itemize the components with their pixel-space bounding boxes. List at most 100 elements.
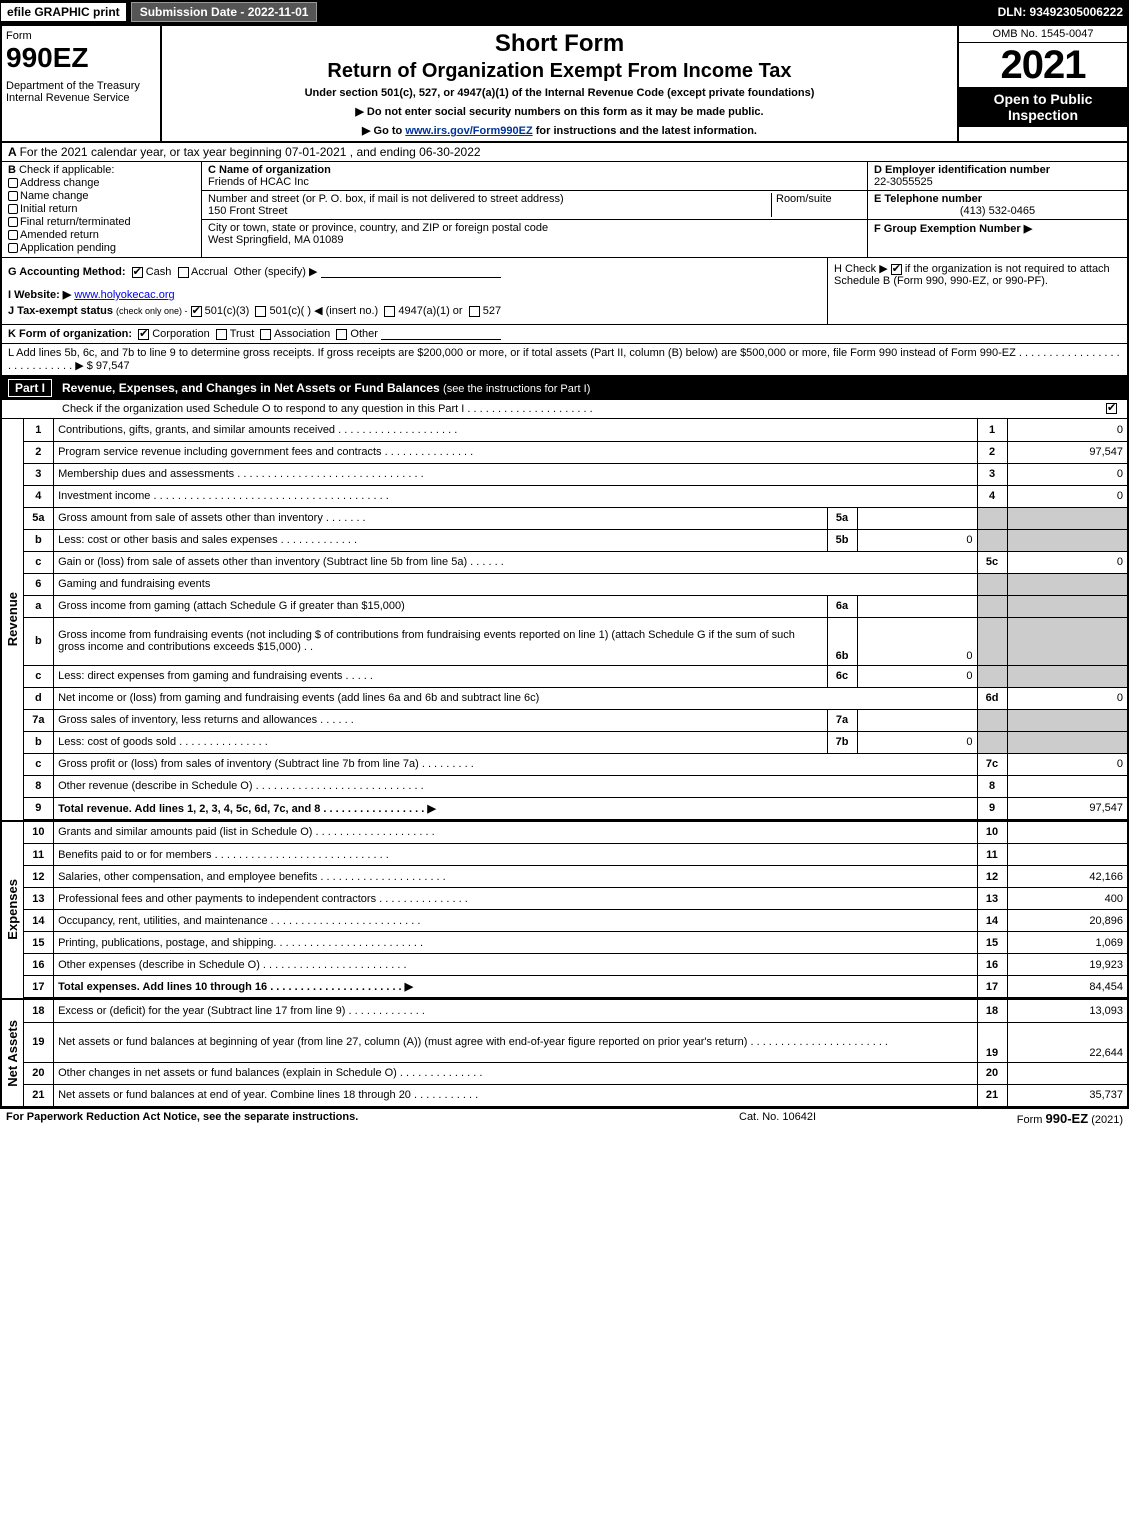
submission-date-button[interactable]: Submission Date - 2022-11-01 — [131, 2, 318, 22]
chk-name-change[interactable]: Name change — [8, 190, 195, 202]
chk-501c3[interactable] — [191, 306, 202, 317]
k-trust: Trust — [230, 328, 255, 340]
row-13: 13Professional fees and other payments t… — [24, 888, 1127, 910]
irs-link[interactable]: www.irs.gov/Form990EZ — [405, 125, 532, 137]
chk-final-return[interactable]: Final return/terminated — [8, 216, 195, 228]
row-2: 2Program service revenue including gover… — [24, 441, 1127, 463]
section-bcd: B Check if applicable: Address change Na… — [2, 162, 1127, 258]
chk-application-pending[interactable]: Application pending — [8, 242, 195, 254]
chk-trust[interactable] — [216, 329, 227, 340]
g-other: Other (specify) ▶ — [234, 266, 318, 278]
form-container: Form 990EZ Department of the Treasury In… — [0, 24, 1129, 1108]
row-11: 11Benefits paid to or for members . . . … — [24, 844, 1127, 866]
i-label: I Website: ▶ — [8, 289, 71, 301]
omb-number: OMB No. 1545-0047 — [959, 26, 1127, 43]
header-right: OMB No. 1545-0047 2021 Open to Public In… — [957, 26, 1127, 141]
expenses-section: Expenses 10Grants and similar amounts pa… — [2, 822, 1127, 1001]
row-5a: 5aGross amount from sale of assets other… — [24, 507, 1127, 529]
form-title: Return of Organization Exempt From Incom… — [170, 60, 949, 83]
g-other-input[interactable] — [321, 266, 501, 278]
c-addr-value: 150 Front Street — [208, 205, 771, 217]
chk-527[interactable] — [469, 306, 480, 317]
footer-formref: Form 990-EZ (2021) — [1017, 1111, 1123, 1126]
note-goto: ▶ Go to www.irs.gov/Form990EZ for instru… — [170, 124, 949, 137]
part1-header: Part I Revenue, Expenses, and Changes in… — [2, 376, 1127, 400]
chk-other-org[interactable] — [336, 329, 347, 340]
f-group: F Group Exemption Number ▶ — [868, 220, 1127, 257]
chk-part1-scho[interactable] — [1106, 403, 1117, 414]
row-16: 16Other expenses (describe in Schedule O… — [24, 954, 1127, 976]
footer-paperwork: For Paperwork Reduction Act Notice, see … — [6, 1111, 358, 1126]
short-form-title: Short Form — [170, 30, 949, 58]
dept-label: Department of the Treasury Internal Reve… — [6, 80, 156, 104]
c-city-value: West Springfield, MA 01089 — [208, 234, 548, 246]
k-assoc: Association — [274, 328, 330, 340]
row-12: 12Salaries, other compensation, and empl… — [24, 866, 1127, 888]
chk-4947[interactable] — [384, 306, 395, 317]
e-phone: E Telephone number (413) 532-0465 — [868, 191, 1127, 220]
row-7c: cGross profit or (loss) from sales of in… — [24, 753, 1127, 775]
j-501c: 501(c)( ) ◀ (insert no.) — [269, 305, 378, 317]
part1-check-row: Check if the organization used Schedule … — [2, 400, 1127, 419]
row-20: 20Other changes in net assets or fund ba… — [24, 1062, 1127, 1084]
h-col: H Check ▶ if the organization is not req… — [827, 258, 1127, 324]
g-accrual: Accrual — [191, 266, 228, 278]
row-4: 4Investment income . . . . . . . . . . .… — [24, 485, 1127, 507]
k-other-input[interactable] — [381, 328, 501, 340]
chk-assoc[interactable] — [260, 329, 271, 340]
c-addr-label: Number and street (or P. O. box, if mail… — [208, 193, 771, 205]
row-19: 19Net assets or fund balances at beginni… — [24, 1022, 1127, 1062]
row-21: 21Net assets or fund balances at end of … — [24, 1084, 1127, 1106]
c-room-label: Room/suite — [776, 193, 861, 205]
row-17: 17Total expenses. Add lines 10 through 1… — [24, 976, 1127, 998]
g-label: G Accounting Method: — [8, 266, 126, 278]
chk-initial-return[interactable]: Initial return — [8, 203, 195, 215]
part1-label: Part I — [8, 379, 52, 397]
g-cash: Cash — [146, 266, 172, 278]
row-1: 1Contributions, gifts, grants, and simil… — [24, 419, 1127, 441]
chk-501c[interactable] — [255, 306, 266, 317]
row-5b: bLess: cost or other basis and sales exp… — [24, 529, 1127, 551]
expenses-table: 10Grants and similar amounts paid (list … — [24, 822, 1127, 999]
c-name-label: C Name of organization — [208, 164, 861, 176]
revenue-vert-label: Revenue — [2, 419, 24, 820]
c-city-row: City or town, state or province, country… — [202, 220, 867, 257]
row-5c: cGain or (loss) from sale of assets othe… — [24, 551, 1127, 573]
form-header: Form 990EZ Department of the Treasury In… — [2, 26, 1127, 143]
website-link[interactable]: www.holyokecac.org — [74, 289, 174, 301]
top-bar: efile GRAPHIC print Submission Date - 20… — [0, 0, 1129, 24]
row-15: 15Printing, publications, postage, and s… — [24, 932, 1127, 954]
col-b: B Check if applicable: Address change Na… — [2, 162, 202, 257]
row-10: 10Grants and similar amounts paid (list … — [24, 822, 1127, 844]
chk-accrual[interactable] — [178, 267, 189, 278]
part1-check-text: Check if the organization used Schedule … — [62, 403, 593, 415]
netassets-section: Net Assets 18Excess or (deficit) for the… — [2, 1000, 1127, 1106]
j-501c3: 501(c)(3) — [205, 305, 250, 317]
chk-cash[interactable] — [132, 267, 143, 278]
c-addr-row: Number and street (or P. O. box, if mail… — [202, 191, 867, 220]
d-value: 22-3055525 — [874, 176, 933, 188]
under-section: Under section 501(c), 527, or 4947(a)(1)… — [170, 87, 949, 99]
f-label: F Group Exemption Number ▶ — [874, 223, 1032, 235]
line-l: L Add lines 5b, 6c, and 7b to line 9 to … — [2, 344, 1127, 376]
col-def: D Employer identification number 22-3055… — [867, 162, 1127, 257]
chk-amended-return[interactable]: Amended return — [8, 229, 195, 241]
goto-prefix: ▶ Go to — [362, 125, 405, 137]
row-8: 8Other revenue (describe in Schedule O) … — [24, 775, 1127, 797]
h-prefix: H Check ▶ — [834, 263, 891, 275]
revenue-table: 1Contributions, gifts, grants, and simil… — [24, 419, 1127, 820]
e-value: (413) 532-0465 — [874, 205, 1121, 217]
d-label: D Employer identification number — [874, 164, 1050, 176]
netassets-table: 18Excess or (deficit) for the year (Subt… — [24, 1000, 1127, 1106]
dln-label: DLN: 93492305006222 — [998, 5, 1129, 19]
row-18: 18Excess or (deficit) for the year (Subt… — [24, 1000, 1127, 1022]
footer-catno: Cat. No. 10642I — [559, 1111, 816, 1126]
efile-print-button[interactable]: efile GRAPHIC print — [0, 2, 127, 22]
chk-corp[interactable] — [138, 329, 149, 340]
chk-h[interactable] — [891, 264, 902, 275]
j-4947: 4947(a)(1) or — [398, 305, 462, 317]
page-footer: For Paperwork Reduction Act Notice, see … — [0, 1108, 1129, 1128]
chk-address-change[interactable]: Address change — [8, 177, 195, 189]
c-name-value: Friends of HCAC Inc — [208, 176, 861, 188]
expenses-vert-label: Expenses — [2, 822, 24, 999]
